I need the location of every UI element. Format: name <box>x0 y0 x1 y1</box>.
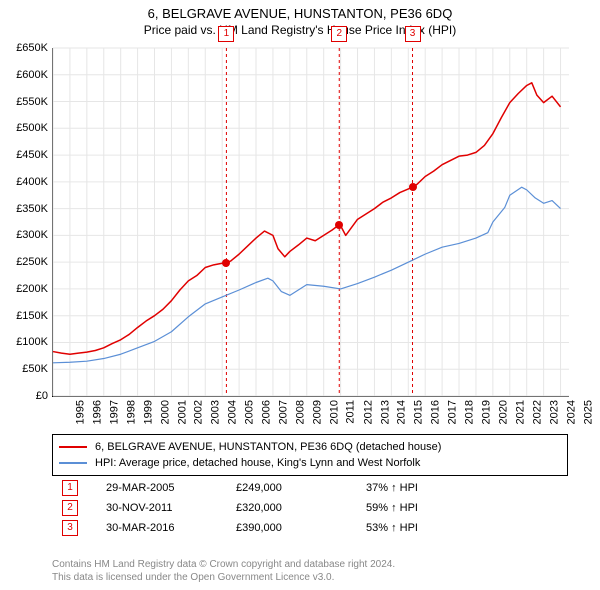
x-tick-label: 2005 <box>244 400 256 424</box>
sale-vs-hpi: 37% ↑ HPI <box>366 482 418 494</box>
sale-vs-hpi: 59% ↑ HPI <box>366 502 418 514</box>
x-tick-label: 2002 <box>193 400 205 424</box>
sale-vs-hpi: 53% ↑ HPI <box>366 522 418 534</box>
x-tick-label: 2004 <box>227 400 239 424</box>
x-tick-label: 2023 <box>548 400 560 424</box>
legend-label: 6, BELGRAVE AVENUE, HUNSTANTON, PE36 6DQ… <box>95 441 441 453</box>
sale-marker: 3 <box>405 26 421 42</box>
x-tick-label: 2020 <box>497 400 509 424</box>
y-tick-label: £500K <box>0 122 48 134</box>
sale-price: £249,000 <box>236 482 366 494</box>
sale-row: 1 29-MAR-2005£249,00037% ↑ HPI <box>52 478 568 498</box>
attribution-footer: Contains HM Land Registry data © Crown c… <box>52 558 395 584</box>
sale-price: £320,000 <box>236 502 366 514</box>
y-tick-label: £650K <box>0 42 48 54</box>
x-tick-label: 2000 <box>159 400 171 424</box>
figure: 6, BELGRAVE AVENUE, HUNSTANTON, PE36 6DQ… <box>0 0 600 590</box>
y-tick-label: £250K <box>0 256 48 268</box>
y-tick-label: £150K <box>0 310 48 322</box>
x-tick-label: 2025 <box>582 400 594 424</box>
x-tick-label: 2003 <box>210 400 222 424</box>
legend-label: HPI: Average price, detached house, King… <box>95 457 420 469</box>
legend-swatch <box>59 446 87 448</box>
footer-line: Contains HM Land Registry data © Crown c… <box>52 558 395 571</box>
x-tick-label: 1998 <box>125 400 137 424</box>
y-tick-label: £400K <box>0 176 48 188</box>
sale-date: 30-NOV-2011 <box>106 502 236 514</box>
sale-date: 29-MAR-2005 <box>106 482 236 494</box>
y-tick-label: £50K <box>0 363 48 375</box>
y-tick-label: £600K <box>0 69 48 81</box>
legend-item-property: 6, BELGRAVE AVENUE, HUNSTANTON, PE36 6DQ… <box>59 439 561 455</box>
chart-title: 6, BELGRAVE AVENUE, HUNSTANTON, PE36 6DQ <box>0 0 600 21</box>
y-tick-label: £100K <box>0 336 48 348</box>
x-tick-label: 2008 <box>294 400 306 424</box>
x-tick-label: 2021 <box>514 400 526 424</box>
x-tick-label: 2024 <box>565 400 577 424</box>
sale-marker: 1 <box>62 480 78 496</box>
x-tick-label: 1995 <box>74 400 86 424</box>
x-tick-label: 2012 <box>362 400 374 424</box>
x-tick-label: 1999 <box>142 400 154 424</box>
x-tick-label: 2001 <box>176 400 188 424</box>
x-tick-label: 2009 <box>311 400 323 424</box>
x-tick-label: 2022 <box>531 400 543 424</box>
x-tick-label: 2011 <box>344 400 356 424</box>
x-tick-label: 2018 <box>464 400 476 424</box>
x-tick-label: 1997 <box>108 400 120 424</box>
sale-marker: 2 <box>62 500 78 516</box>
chart-svg <box>53 48 569 396</box>
x-tick-label: 2006 <box>261 400 273 424</box>
legend-item-hpi: HPI: Average price, detached house, King… <box>59 455 561 471</box>
x-tick-label: 2007 <box>278 400 290 424</box>
x-tick-label: 2010 <box>328 400 340 424</box>
y-tick-label: £300K <box>0 229 48 241</box>
chart-subtitle: Price paid vs. HM Land Registry's House … <box>0 21 600 37</box>
sale-date: 30-MAR-2016 <box>106 522 236 534</box>
y-tick-label: £0 <box>0 390 48 402</box>
footer-line: This data is licensed under the Open Gov… <box>52 571 395 584</box>
x-tick-label: 2014 <box>396 400 408 424</box>
sale-point <box>222 259 230 267</box>
sale-point <box>335 221 343 229</box>
sale-point <box>409 183 417 191</box>
chart-plot-area: 123 <box>52 48 569 397</box>
y-tick-label: £350K <box>0 203 48 215</box>
sales-table: 1 29-MAR-2005£249,00037% ↑ HPI 2 30-NOV-201… <box>52 478 568 538</box>
legend-swatch <box>59 462 87 464</box>
y-tick-label: £450K <box>0 149 48 161</box>
x-tick-label: 2015 <box>413 400 425 424</box>
x-tick-label: 2017 <box>447 400 459 424</box>
sale-row: 2 30-NOV-2011£320,00059% ↑ HPI <box>52 498 568 518</box>
legend: 6, BELGRAVE AVENUE, HUNSTANTON, PE36 6DQ… <box>52 434 568 476</box>
y-tick-label: £200K <box>0 283 48 295</box>
sale-marker: 3 <box>62 520 78 536</box>
y-tick-label: £550K <box>0 96 48 108</box>
x-tick-label: 2016 <box>430 400 442 424</box>
sale-marker: 2 <box>331 26 347 42</box>
sale-row: 3 30-MAR-2016£390,00053% ↑ HPI <box>52 518 568 538</box>
x-tick-label: 2019 <box>481 400 493 424</box>
x-tick-label: 1996 <box>91 400 103 424</box>
sale-marker: 1 <box>218 26 234 42</box>
x-tick-label: 2013 <box>379 400 391 424</box>
sale-price: £390,000 <box>236 522 366 534</box>
